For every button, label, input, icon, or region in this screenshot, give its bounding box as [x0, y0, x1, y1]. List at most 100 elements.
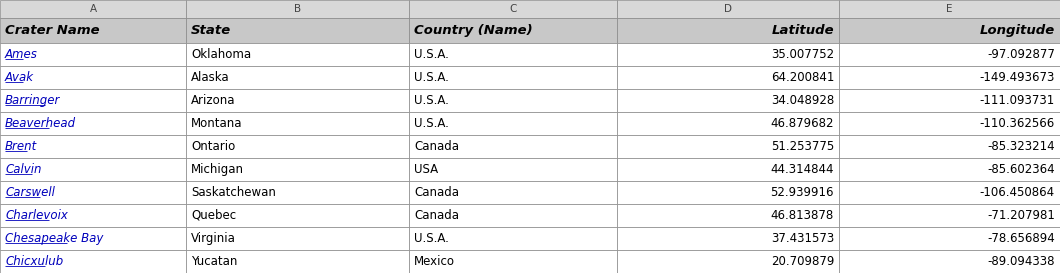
Bar [840, 43, 1060, 66]
Text: E: E [947, 4, 953, 14]
Text: Saskatchewan: Saskatchewan [191, 186, 276, 199]
Text: Latitude: Latitude [772, 24, 834, 37]
Bar [409, 135, 617, 158]
Text: Mexico: Mexico [414, 255, 455, 268]
Bar [840, 181, 1060, 204]
Text: Montana: Montana [191, 117, 243, 130]
Text: State: State [191, 24, 231, 37]
Bar [0, 43, 186, 66]
Bar [617, 227, 840, 250]
Bar [409, 181, 617, 204]
Text: Virginia: Virginia [191, 232, 236, 245]
Text: U.S.A.: U.S.A. [414, 71, 448, 84]
Bar [840, 204, 1060, 227]
Text: -78.656894: -78.656894 [987, 232, 1055, 245]
Bar [409, 250, 617, 273]
Bar [186, 43, 409, 66]
Text: 35.007752: 35.007752 [771, 48, 834, 61]
Bar [409, 43, 617, 66]
Bar [186, 66, 409, 89]
Bar [186, 89, 409, 112]
Bar [840, 135, 1060, 158]
Text: Charlevoix: Charlevoix [5, 209, 68, 222]
Text: Yucatan: Yucatan [191, 255, 237, 268]
Bar [840, 158, 1060, 181]
Bar [0, 66, 186, 89]
Text: 34.048928: 34.048928 [771, 94, 834, 107]
Bar [186, 204, 409, 227]
Text: U.S.A.: U.S.A. [414, 94, 448, 107]
Text: Carswell: Carswell [5, 186, 55, 199]
Text: U.S.A.: U.S.A. [414, 232, 448, 245]
Bar [0, 18, 186, 43]
Bar [840, 250, 1060, 273]
Bar [409, 158, 617, 181]
Text: Avak: Avak [5, 71, 34, 84]
Bar [0, 0, 186, 18]
Bar [0, 227, 186, 250]
Text: Ontario: Ontario [191, 140, 235, 153]
Bar [409, 66, 617, 89]
Bar [409, 18, 617, 43]
Text: -71.207981: -71.207981 [987, 209, 1055, 222]
Bar [840, 0, 1060, 18]
Text: Country (Name): Country (Name) [414, 24, 532, 37]
Bar [186, 112, 409, 135]
Text: U.S.A.: U.S.A. [414, 117, 448, 130]
Bar [186, 18, 409, 43]
Text: Alaska: Alaska [191, 71, 230, 84]
Bar [617, 89, 840, 112]
Bar [840, 66, 1060, 89]
Text: 46.879682: 46.879682 [771, 117, 834, 130]
Text: Canada: Canada [414, 209, 459, 222]
Text: 46.813878: 46.813878 [771, 209, 834, 222]
Text: Michigan: Michigan [191, 163, 244, 176]
Bar [840, 227, 1060, 250]
Text: Oklahoma: Oklahoma [191, 48, 251, 61]
Bar [840, 112, 1060, 135]
Bar [617, 43, 840, 66]
Bar [617, 18, 840, 43]
Bar [0, 112, 186, 135]
Text: Chicxulub: Chicxulub [5, 255, 64, 268]
Text: 20.709879: 20.709879 [771, 255, 834, 268]
Text: Calvin: Calvin [5, 163, 41, 176]
Bar [186, 181, 409, 204]
Bar [840, 89, 1060, 112]
Text: 64.200841: 64.200841 [771, 71, 834, 84]
Bar [0, 204, 186, 227]
Bar [186, 250, 409, 273]
Text: Quebec: Quebec [191, 209, 236, 222]
Text: C: C [509, 4, 516, 14]
Text: -106.450864: -106.450864 [979, 186, 1055, 199]
Bar [0, 135, 186, 158]
Text: D: D [724, 4, 732, 14]
Bar [0, 181, 186, 204]
Bar [0, 89, 186, 112]
Text: 51.253775: 51.253775 [771, 140, 834, 153]
Bar [186, 227, 409, 250]
Text: Barringer: Barringer [5, 94, 60, 107]
Text: 52.939916: 52.939916 [771, 186, 834, 199]
Text: Ames: Ames [5, 48, 38, 61]
Bar [409, 89, 617, 112]
Text: -110.362566: -110.362566 [979, 117, 1055, 130]
Text: Longitude: Longitude [979, 24, 1055, 37]
Text: 37.431573: 37.431573 [771, 232, 834, 245]
Text: -85.323214: -85.323214 [987, 140, 1055, 153]
Bar [0, 250, 186, 273]
Bar [617, 112, 840, 135]
Bar [617, 204, 840, 227]
Text: Canada: Canada [414, 140, 459, 153]
Bar [409, 227, 617, 250]
Bar [409, 0, 617, 18]
Text: -97.092877: -97.092877 [987, 48, 1055, 61]
Text: -85.602364: -85.602364 [987, 163, 1055, 176]
Bar [0, 158, 186, 181]
Bar [186, 135, 409, 158]
Text: Canada: Canada [414, 186, 459, 199]
Text: 44.314844: 44.314844 [771, 163, 834, 176]
Text: USA: USA [414, 163, 438, 176]
Text: -149.493673: -149.493673 [979, 71, 1055, 84]
Bar [617, 250, 840, 273]
